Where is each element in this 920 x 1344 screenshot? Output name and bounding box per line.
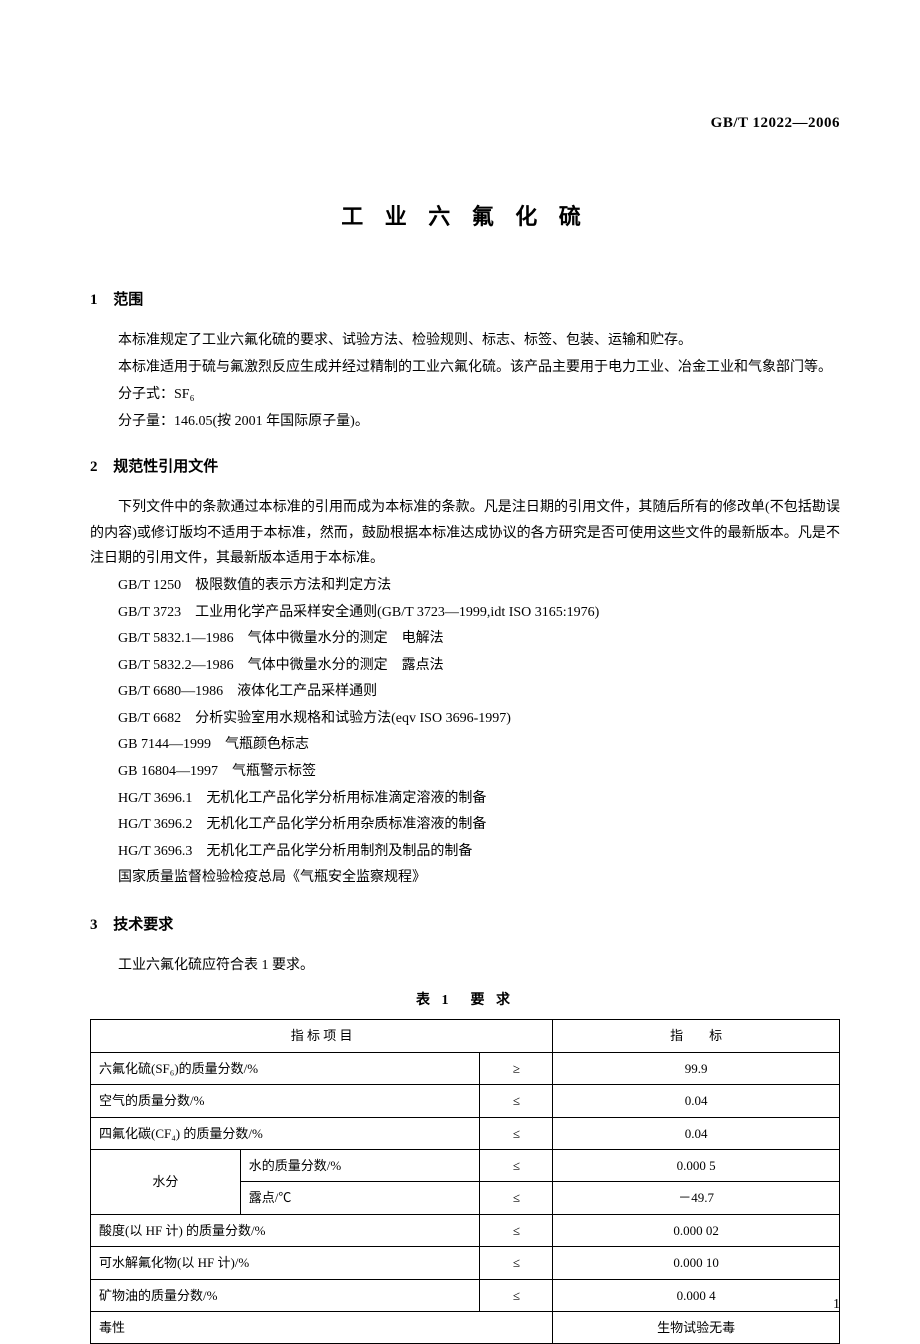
page-number: 1 [833, 1292, 840, 1317]
table-cell-value: 99.9 [553, 1052, 840, 1084]
standard-code: GB/T 12022—2006 [90, 110, 840, 137]
table-row: 矿物油的质量分数/% ≤ 0.000 4 [91, 1279, 840, 1311]
scope-paragraph-4: 分子量：146.05(按 2001 年国际原子量)。 [90, 409, 840, 434]
section-scope-heading: 1 范围 [90, 287, 840, 314]
table-cell-value: 0.04 [553, 1117, 840, 1149]
table-cell-sub: 水的质量分数/% [240, 1149, 480, 1181]
reference-item: GB/T 5832.2—1986 气体中微量水分的测定 露点法 [118, 653, 840, 680]
table-cell-item: 六氟化硫(SF₆)的质量分数/% [91, 1052, 480, 1084]
reference-item: HG/T 3696.3 无机化工产品化学分析用制剂及制品的制备 [118, 839, 840, 866]
section-label: 规范性引用文件 [113, 459, 218, 475]
table-row: 空气的质量分数/% ≤ 0.04 [91, 1085, 840, 1117]
table-cell-item: 水分 [91, 1149, 241, 1214]
table-cell-item: 空气的质量分数/% [91, 1085, 480, 1117]
section-number: 3 [90, 917, 98, 933]
reference-item: HG/T 3696.2 无机化工产品化学分析用杂质标准溶液的制备 [118, 812, 840, 839]
table-cell-value: 0.04 [553, 1085, 840, 1117]
table-cell-symbol: ≤ [480, 1117, 553, 1149]
table-row: 六氟化硫(SF₆)的质量分数/% ≥ 99.9 [91, 1052, 840, 1084]
section-label: 范围 [113, 292, 143, 308]
reference-item: GB/T 6680—1986 液体化工产品采样通则 [118, 679, 840, 706]
table-cell-value: 生物试验无毒 [553, 1311, 840, 1343]
table-cell-sub: 露点/℃ [240, 1182, 480, 1214]
tech-paragraph: 工业六氟化硫应符合表 1 要求。 [90, 953, 840, 978]
reference-item: 国家质量监督检验检疫总局《气瓶安全监察规程》 [118, 865, 840, 892]
table-cell-value: 0.000 10 [553, 1247, 840, 1279]
table-caption: 表 1 要 求 [90, 988, 840, 1013]
normref-paragraph: 下列文件中的条款通过本标准的引用而成为本标准的条款。凡是注日期的引用文件，其随后… [90, 495, 840, 571]
table-cell-item: 四氟化碳(CF₄) 的质量分数/% [91, 1117, 480, 1149]
reference-item: GB 16804—1997 气瓶警示标签 [118, 759, 840, 786]
table-cell-item: 矿物油的质量分数/% [91, 1279, 480, 1311]
table-header-item: 指 标 项 目 [91, 1020, 553, 1052]
section-number: 2 [90, 459, 98, 475]
table-row: 酸度(以 HF 计) 的质量分数/% ≤ 0.000 02 [91, 1214, 840, 1246]
table-cell-symbol: ≤ [480, 1214, 553, 1246]
reference-item: GB/T 1250 极限数值的表示方法和判定方法 [118, 573, 840, 600]
table-header-row: 指 标 项 目 指 标 [91, 1020, 840, 1052]
table-cell-value: －49.7 [553, 1182, 840, 1214]
table-cell-value: 0.000 02 [553, 1214, 840, 1246]
scope-paragraph-3: 分子式：SF₆ [90, 382, 840, 407]
scope-paragraph-1: 本标准规定了工业六氟化硫的要求、试验方法、检验规则、标志、标签、包装、运输和贮存… [90, 328, 840, 353]
table-cell-symbol: ≤ [480, 1247, 553, 1279]
table-header-value: 指 标 [553, 1020, 840, 1052]
table-cell-value: 0.000 4 [553, 1279, 840, 1311]
table-row: 水分 水的质量分数/% ≤ 0.000 5 [91, 1149, 840, 1181]
table-cell-value: 0.000 5 [553, 1149, 840, 1181]
reference-item: GB 7144—1999 气瓶颜色标志 [118, 732, 840, 759]
table-row: 毒性 生物试验无毒 [91, 1311, 840, 1343]
section-label: 技术要求 [113, 917, 173, 933]
section-tech-heading: 3 技术要求 [90, 912, 840, 939]
reference-item: GB/T 5832.1—1986 气体中微量水分的测定 电解法 [118, 626, 840, 653]
reference-item: GB/T 3723 工业用化学产品采样安全通则(GB/T 3723—1999,i… [118, 600, 840, 627]
section-normref-heading: 2 规范性引用文件 [90, 454, 840, 481]
table-cell-symbol: ≤ [480, 1149, 553, 1181]
table-row: 四氟化碳(CF₄) 的质量分数/% ≤ 0.04 [91, 1117, 840, 1149]
table-row: 可水解氟化物(以 HF 计)/% ≤ 0.000 10 [91, 1247, 840, 1279]
table-cell-item: 毒性 [91, 1311, 553, 1343]
reference-list: GB/T 1250 极限数值的表示方法和判定方法 GB/T 3723 工业用化学… [118, 573, 840, 892]
section-number: 1 [90, 292, 98, 308]
reference-item: HG/T 3696.1 无机化工产品化学分析用标准滴定溶液的制备 [118, 786, 840, 813]
table-cell-symbol: ≤ [480, 1182, 553, 1214]
table-cell-symbol: ≥ [480, 1052, 553, 1084]
scope-paragraph-2: 本标准适用于硫与氟激烈反应生成并经过精制的工业六氟化硫。该产品主要用于电力工业、… [90, 355, 840, 380]
table-cell-item: 酸度(以 HF 计) 的质量分数/% [91, 1214, 480, 1246]
reference-item: GB/T 6682 分析实验室用水规格和试验方法(eqv ISO 3696-19… [118, 706, 840, 733]
table-cell-symbol: ≤ [480, 1085, 553, 1117]
table-cell-symbol: ≤ [480, 1279, 553, 1311]
requirements-table: 指 标 项 目 指 标 六氟化硫(SF₆)的质量分数/% ≥ 99.9 空气的质… [90, 1019, 840, 1344]
table-cell-item: 可水解氟化物(以 HF 计)/% [91, 1247, 480, 1279]
document-title: 工 业 六 氟 化 硫 [90, 197, 840, 237]
